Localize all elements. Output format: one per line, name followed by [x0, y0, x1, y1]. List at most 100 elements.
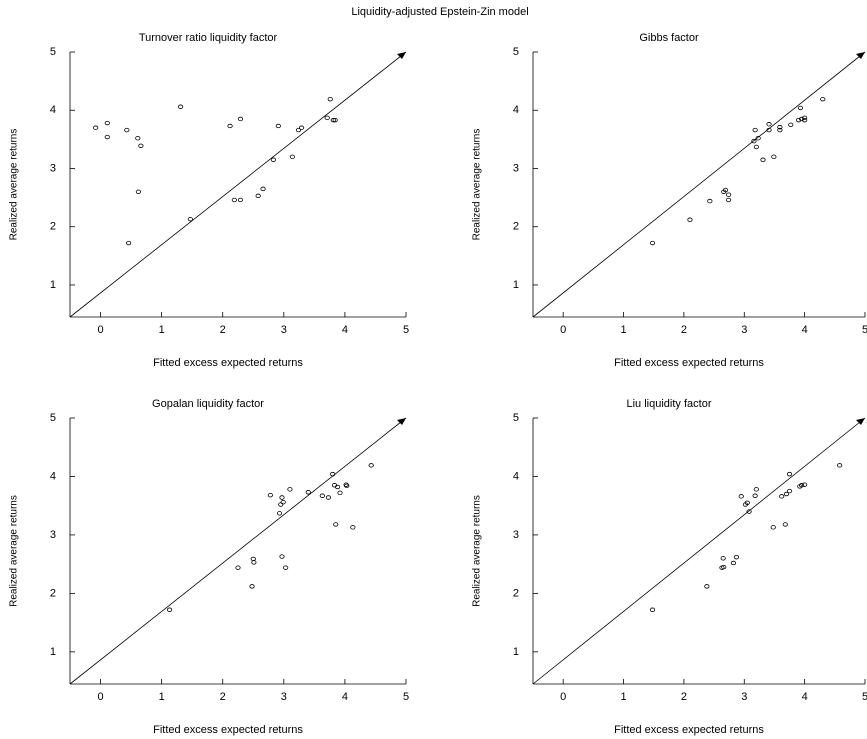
scatter-point: [738, 494, 744, 499]
scatter-point: [725, 192, 732, 197]
y-tick-label: 1: [513, 646, 519, 658]
x-tick-label: 2: [220, 691, 226, 703]
scatter-point: [330, 117, 336, 123]
x-tick-label: 1: [620, 324, 626, 336]
scatter-point: [324, 115, 330, 121]
reference-arrow: [856, 52, 865, 59]
scatter-point: [721, 564, 727, 570]
scatter-point: [755, 135, 761, 141]
scatter-point: [278, 502, 284, 507]
figure-title: Liquidity-adjusted Epstein-Zin model: [351, 6, 528, 18]
x-tick-label: 2: [681, 691, 687, 703]
scatter-point: [744, 500, 750, 505]
y-tick-label: 4: [50, 470, 56, 482]
scatter-point: [305, 490, 311, 495]
scatter-point: [766, 127, 772, 133]
y-axis-label: Realized average returns: [9, 495, 20, 607]
x-tick-label: 5: [862, 324, 867, 336]
y-tick-label: 4: [50, 104, 56, 116]
scatter-point: [753, 487, 759, 492]
scatter-point: [779, 494, 785, 499]
y-tick-label: 5: [50, 412, 56, 424]
scatter-point: [337, 490, 343, 496]
x-axis-label: Fitted excess expected returns: [153, 357, 303, 369]
scatter-point: [746, 509, 752, 514]
y-tick-label: 3: [50, 162, 56, 174]
scatter-point: [733, 554, 740, 560]
x-tick-label: 4: [802, 324, 808, 336]
x-tick-label: 3: [741, 324, 747, 336]
scatter-point: [725, 197, 732, 203]
scatter-point: [837, 463, 843, 468]
scatter-point: [237, 197, 244, 203]
scatter-point: [344, 483, 350, 489]
scatter-point: [752, 493, 758, 498]
scatter-point: [751, 138, 757, 144]
scatter-point: [720, 556, 726, 561]
y-axis-label: Realized average returns: [9, 129, 20, 241]
scatter-point: [799, 483, 805, 488]
x-tick-label: 5: [403, 691, 409, 703]
y-tick-label: 4: [513, 104, 519, 116]
scatter-point: [279, 554, 285, 559]
scatter-point: [126, 240, 132, 246]
scatter-point: [135, 135, 141, 141]
y-tick-label: 2: [50, 587, 56, 599]
scatter-point: [166, 607, 173, 612]
y-tick-label: 5: [513, 412, 519, 424]
panel-title: Turnover ratio liquidity factor: [139, 32, 278, 44]
y-tick-label: 2: [513, 221, 519, 233]
y-tick-label: 1: [50, 646, 56, 658]
x-tick-label: 4: [342, 324, 348, 336]
y-tick-label: 2: [513, 587, 519, 599]
scatter-point: [279, 495, 285, 500]
scatter-point: [237, 116, 244, 122]
reference-arrow: [397, 418, 406, 425]
scatter-point: [783, 491, 790, 497]
x-tick-label: 0: [560, 691, 566, 703]
x-tick-label: 4: [802, 691, 808, 703]
scatter-point: [177, 104, 184, 109]
scatter-point: [350, 525, 356, 530]
y-axis-label: Realized average returns: [472, 129, 483, 241]
x-tick-label: 0: [97, 691, 103, 703]
x-axis-label: Fitted excess expected returns: [153, 724, 303, 736]
scatter-point: [275, 123, 281, 129]
y-tick-label: 5: [513, 46, 519, 58]
y-tick-label: 3: [50, 529, 56, 541]
scatter-point: [797, 105, 804, 111]
x-tick-label: 0: [97, 324, 103, 336]
scatter-point: [649, 607, 656, 612]
scatter-point: [786, 488, 793, 494]
scatter-point: [795, 117, 802, 123]
scatter-point: [330, 471, 336, 477]
scatter-point: [227, 123, 233, 129]
panel-title: Liu liquidity factor: [627, 398, 712, 410]
x-tick-label: 1: [159, 324, 165, 336]
scatter-point: [752, 127, 758, 133]
scatter-point: [231, 197, 237, 203]
y-tick-label: 1: [50, 279, 56, 291]
scatter-point: [786, 471, 793, 477]
scatter-point: [760, 157, 766, 162]
scatter-point: [319, 493, 325, 498]
scatter-point: [104, 120, 110, 126]
scatter-point: [280, 499, 286, 505]
reference-line: [532, 417, 866, 685]
y-axis-label: Realized average returns: [472, 495, 483, 607]
x-tick-label: 2: [220, 324, 226, 336]
y-tick-label: 3: [513, 529, 519, 541]
y-tick-label: 2: [50, 221, 56, 233]
scatter-point: [802, 482, 808, 487]
scatter-point: [771, 154, 777, 160]
scatter-point: [187, 216, 193, 222]
panel-title: Gibbs factor: [639, 32, 699, 44]
scatter-point: [799, 116, 805, 122]
scatter-point: [255, 193, 261, 199]
y-tick-label: 5: [50, 46, 56, 58]
scatter-point: [722, 187, 729, 193]
scatter-point: [753, 144, 759, 150]
scatter-point: [135, 189, 142, 194]
scatter-point: [704, 584, 710, 589]
